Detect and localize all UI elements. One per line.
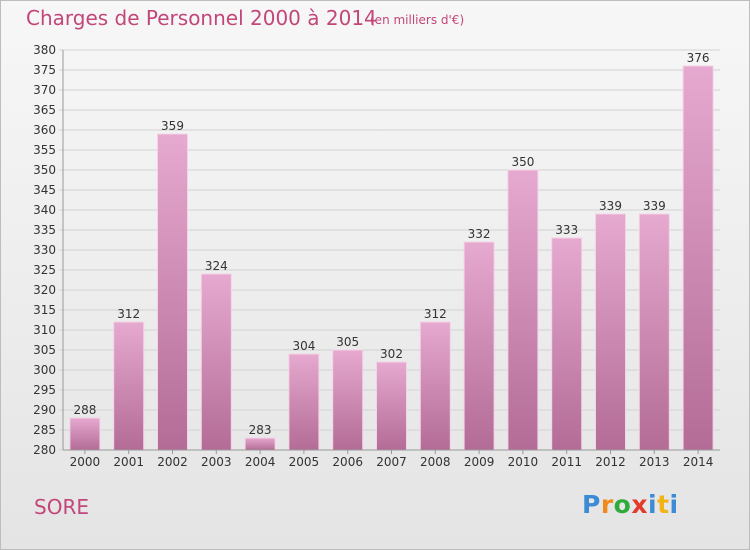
bar [69,417,101,451]
bar-value-label: 288 [73,403,96,417]
x-tick-label: 2007 [376,455,407,469]
bar [551,237,583,451]
y-tick-label: 310 [33,323,56,337]
y-tick-label: 350 [33,163,56,177]
logo-letter: i [648,490,658,519]
bar-value-label: 350 [511,155,534,169]
bar-value-label: 339 [643,199,666,213]
x-tick-label: 2002 [157,455,188,469]
x-tick-label: 2009 [464,455,495,469]
y-tick-label: 355 [33,143,56,157]
bar [376,361,407,451]
y-tick-label: 375 [33,63,56,77]
bar-value-label: 304 [292,339,315,353]
bar [463,241,495,451]
y-tick-label: 380 [33,43,56,57]
bar-value-label: 312 [117,307,140,321]
y-tick-label: 365 [33,103,56,117]
y-tick-label: 325 [33,263,56,277]
y-tick-label: 315 [33,303,56,317]
x-tick-label: 2000 [70,455,101,469]
bar [244,437,276,451]
logo-letter: t [657,490,670,519]
bar-value-label: 333 [555,223,578,237]
chart-subtitle: (en milliers d'€) [370,13,465,27]
bar [507,169,539,451]
logo-letter: i [669,490,679,519]
bar-value-label: 312 [424,307,447,321]
proxiti-logo: Proxiti [582,490,679,519]
commune-name: SORE [34,495,89,519]
x-tick-label: 2010 [508,455,539,469]
y-tick-label: 320 [33,283,56,297]
x-tick-label: 2014 [683,455,714,469]
bar [200,273,232,451]
logo-letter: P [582,490,601,519]
bar [332,349,364,451]
logo-letter: r [600,490,614,519]
bar-value-label: 339 [599,199,622,213]
bar-value-label: 324 [205,259,228,273]
bar [595,213,626,451]
x-tick-label: 2013 [639,455,670,469]
x-tick-label: 2005 [289,455,320,469]
y-tick-label: 370 [33,83,56,97]
y-tick-label: 280 [33,443,56,457]
y-tick-label: 360 [33,123,56,137]
bar-value-label: 305 [336,335,359,349]
bar-value-label: 302 [380,347,403,361]
bar-value-label: 332 [468,227,491,241]
bar-value-label: 283 [249,423,272,437]
bar [419,321,451,451]
chart-title: Charges de Personnel 2000 à 2014 [26,6,377,30]
y-tick-label: 300 [33,363,56,377]
bar-value-label: 376 [687,51,710,65]
x-tick-label: 2004 [245,455,276,469]
x-tick-label: 2003 [201,455,232,469]
x-tick-label: 2006 [332,455,363,469]
y-tick-label: 305 [33,343,56,357]
bar-value-label: 359 [161,119,184,133]
x-tick-label: 2008 [420,455,451,469]
bar [638,213,670,451]
axes: 280 285 290 295 300 305 310 315 320 325 330 335 340 3… [33,43,720,469]
y-tick-label: 330 [33,243,56,257]
bar [113,321,145,451]
logo-letter: o [613,490,632,519]
x-tick-label: 2001 [113,455,144,469]
bars: 288 312 359 324 283 304 305 302 312 332 350 333 339 3… [69,51,714,451]
x-tick-label: 2012 [595,455,626,469]
logo-letter: x [631,490,648,519]
y-tick-label: 285 [33,423,56,437]
y-tick-label: 340 [33,203,56,217]
y-tick-label: 290 [33,403,56,417]
bar [288,353,320,451]
x-tick-label: 2011 [551,455,582,469]
y-tick-label: 335 [33,223,56,237]
y-tick-label: 295 [33,383,56,397]
y-tick-label: 345 [33,183,56,197]
bar [682,65,714,451]
bar [157,133,188,451]
